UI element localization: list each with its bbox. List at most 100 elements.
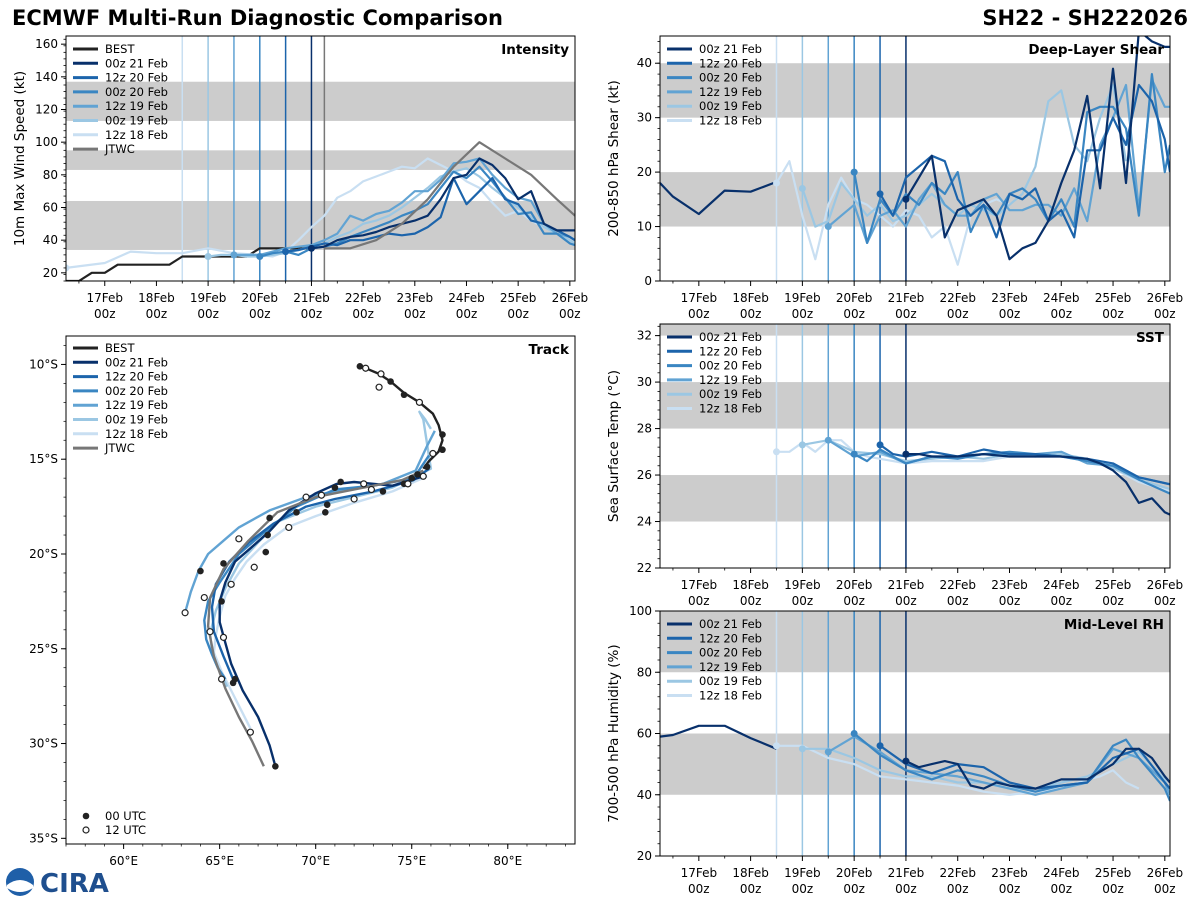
x-tick-label: 21Feb [888,291,925,305]
y-tick-label: 30 [637,111,652,125]
legend-label: 12z 20 Feb [105,370,168,384]
x-tick-label: 00z [843,594,865,608]
x-tick-label: 00z [688,594,710,608]
threshold-band [66,150,575,170]
x-tick-label: 00z [559,307,581,321]
x-tick-label: 00z [197,307,219,321]
storm-id-title: SH22 - SH222026 [982,6,1188,30]
series-start-marker [824,436,832,444]
x-tick-label: 20Feb [836,291,873,305]
axes-frame [659,323,1171,569]
track-marker-12utc [206,628,214,636]
y-tick-label: 60 [43,201,58,215]
x-tick-label: 00z [94,307,116,321]
track-marker-12utc [285,523,293,532]
legend-label: 00z 20 Feb [105,384,168,398]
track-marker-12utc [367,485,375,494]
legend-label: 12z 19 Feb [105,99,168,113]
track-marker-12utc [404,480,412,488]
axes-frame [659,35,1171,282]
series-start-marker [850,450,858,458]
track-marker-12utc [419,472,427,480]
track-marker-00utc [293,508,300,516]
y-tick-label: 0 [644,274,652,288]
series-start-marker [824,223,832,231]
legend-label: 00z 20 Feb [699,646,762,660]
legend-label: 12z 18 Feb [699,114,762,128]
y-axis-label: 200-850 hPa Shear (kt) [606,80,622,237]
x-tick-label: 00z [792,594,814,608]
series-start-marker [798,745,806,753]
track-marker-12utc [181,609,189,617]
y-tick-label: 20 [637,849,652,863]
track-line [210,467,430,680]
x-tick-label: 00z [947,307,969,321]
series-start-marker [798,441,806,449]
x-tick-label: 17Feb [681,578,718,592]
series-line [660,180,777,216]
track-marker-00utc [264,531,271,539]
series-line [853,732,1170,802]
x-tick-label: 23Feb [991,291,1028,305]
legend-label: 12z 20 Feb [105,71,168,85]
x-tick-label: 17Feb [86,291,123,305]
track-marker-12utc [250,563,258,571]
panel-title: Intensity [501,42,569,58]
track-marker-00utc [220,560,227,567]
series-start-marker [772,179,780,187]
x-tick-label: 00z [688,882,710,896]
track-line [359,365,444,470]
legend-label: 00z 21 Feb [105,355,168,369]
legend-label: 12z 18 Feb [105,128,168,142]
series-line [207,167,575,258]
track-marker-12utc [235,535,243,543]
series-start-marker [902,450,910,458]
x-tick-label: 00z [507,307,529,321]
panel-shear: 0 10 20 30 40 17Feb 00z 18Feb 00z 19Feb 00z 20Feb 00… [606,35,1184,321]
series-line [660,724,777,750]
y-axis-label: 700-500 hPa Humidity (%) [606,644,622,822]
x-tick-label: 21Feb [293,291,330,305]
track-marker-12utc [217,675,226,683]
x-tick-label: 00z [1154,594,1176,608]
x-tick-label: 00z [895,594,917,608]
plot-area-track [181,363,446,770]
track-marker-00utc [197,567,204,575]
x-tick-label: 00z [1102,882,1124,896]
x-tick-label: 00z [999,307,1021,321]
y-tick-label: 40 [637,56,652,70]
legend-label: BEST [105,42,135,56]
x-tick-label: 19Feb [784,578,821,592]
track-marker-00utc [272,762,279,770]
x-tick-label: 22Feb [345,291,382,305]
track-marker-00utc [439,446,446,454]
track-marker-00utc [323,501,331,509]
series-line [324,141,575,250]
y-tick-label: 20 [637,165,652,179]
legend-label: 00z 21 Feb [699,617,762,631]
track-marker-00utc [266,514,273,522]
x-tick-label: 00z [146,307,168,321]
legend-label: 12z 20 Feb [699,631,762,645]
track-marker-00utc [387,378,394,385]
y-tick-label: 30 [637,375,652,389]
legend-label: 00z 19 Feb [699,99,762,113]
track-marker-00utc [322,508,329,516]
y-tick-label: 28 [637,422,652,436]
x-tick-label: 26Feb [1147,578,1184,592]
legend-label: 12z 19 Feb [699,660,762,674]
plot-area-sst [660,324,1170,568]
legend-label: 12 UTC [105,823,146,837]
x-tick-label: 24Feb [1043,578,1080,592]
plot-area-rh [660,611,1170,856]
x-tick-label: 22Feb [939,866,976,880]
legend-marker-12utc [82,826,90,834]
series-start-marker [902,757,910,765]
x-tick-label: 26Feb [1147,291,1184,305]
x-tick-label: 22Feb [939,291,976,305]
y-tick-label: 100 [35,135,58,149]
legend-label: 00z 20 Feb [105,85,168,99]
